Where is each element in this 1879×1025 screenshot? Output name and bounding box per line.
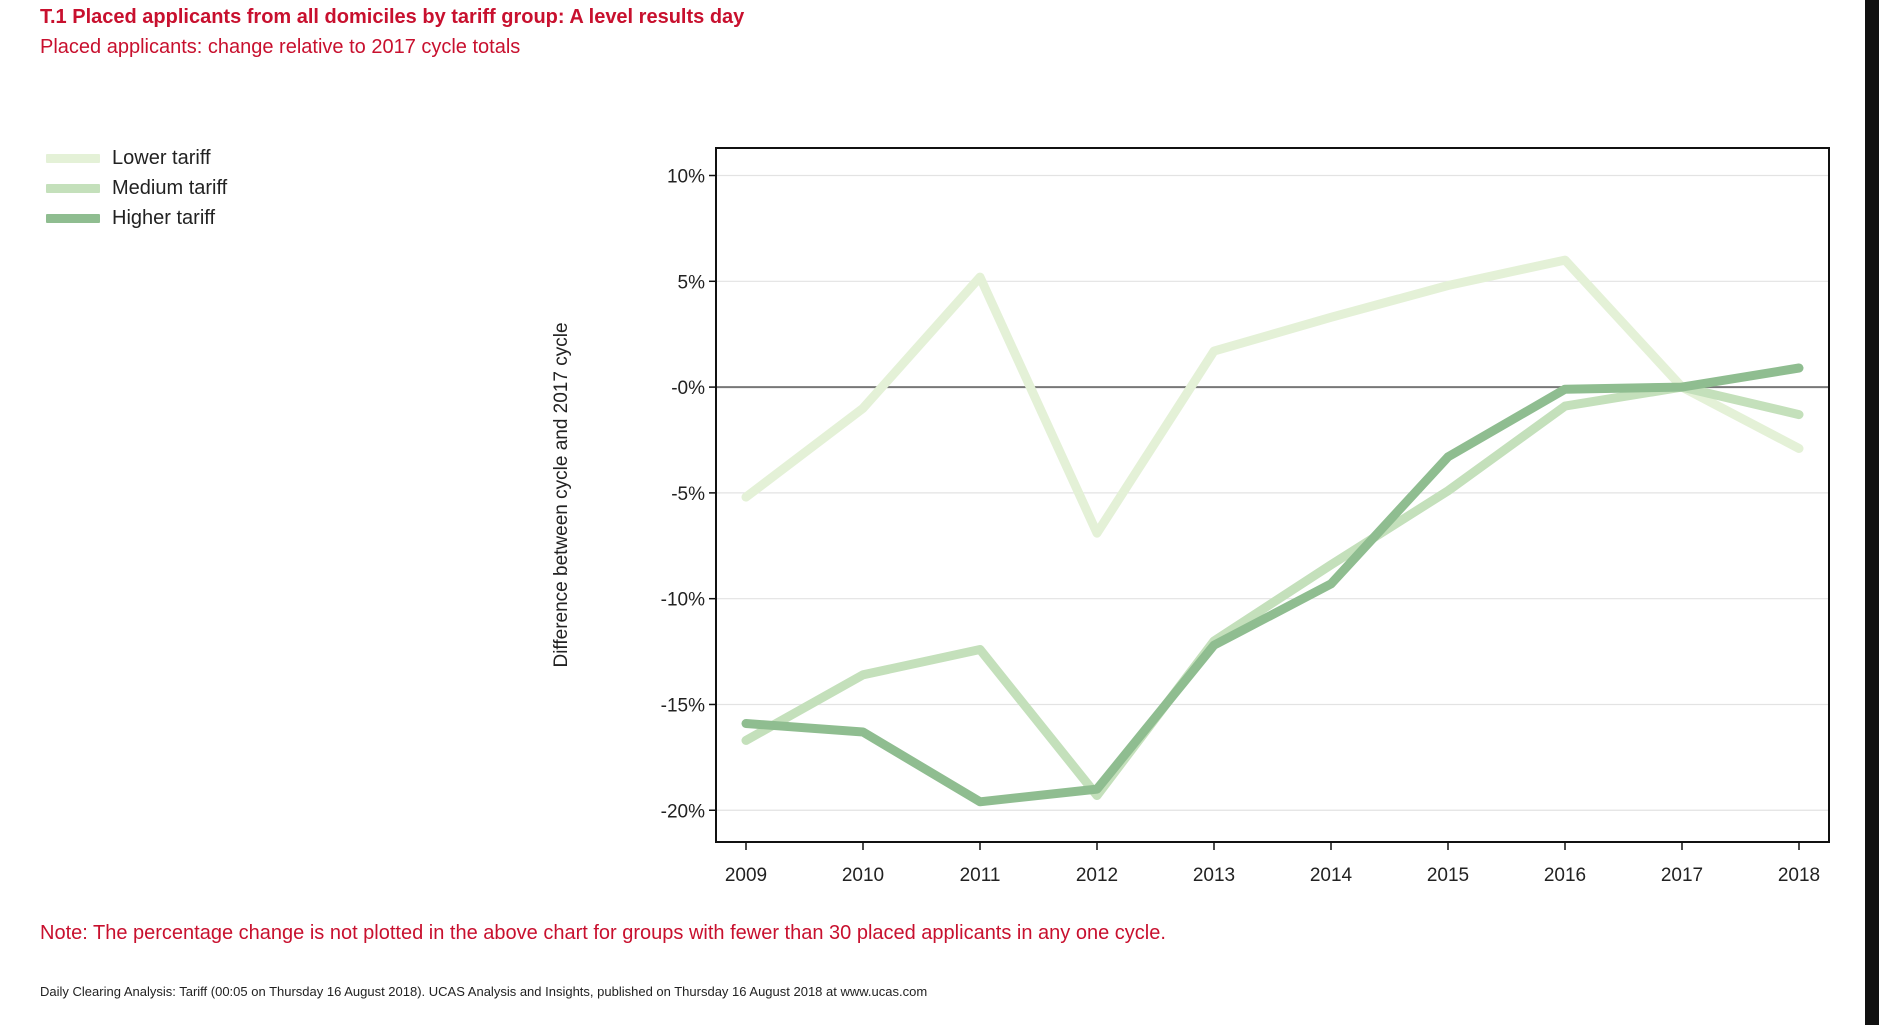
series-line-medium-tariff [741,382,1804,800]
chart-subtitle: Placed applicants: change relative to 20… [40,36,521,58]
legend-label-medium-tariff: Medium tariff [112,176,228,199]
x-tick-label: 2016 [1544,865,1586,886]
y-tick-label: -5% [671,484,705,505]
legend-item-lower-tariff: Lower tariff [46,143,227,173]
legend-item-higher-tariff: Higher tariff [46,203,227,233]
footer-citation: Daily Clearing Analysis: Tariff (00:05 o… [40,984,928,999]
plot-frame [715,147,1830,843]
x-tick-label: 2009 [725,865,767,886]
x-axis-ticks: 2009 2010 2011 2012 2013 2014 2015 2016 2017 2018 [725,842,1820,886]
legend: Lower tariff Medium tariff Higher tariff [46,143,227,233]
y-tick-label: -20% [661,801,705,822]
x-tick-label: 2014 [1310,865,1353,886]
y-tick-label: 10% [667,167,705,188]
chart-title: T.1 Placed applicants from all domiciles… [40,6,745,28]
legend-swatch-higher-tariff [46,213,100,223]
x-tick-label: 2010 [842,865,884,886]
legend-swatch-lower-tariff [46,153,100,163]
window-edge [1865,0,1879,1025]
series-line-lower-tariff [741,255,1804,538]
series-lines [741,255,1804,807]
chart-note: Note: The percentage change is not plott… [40,922,1166,944]
line-chart: 10% 5% -0% -5% -10% -15% -20% 2009 2010 2011 2012… [551,147,1830,886]
x-tick-label: 2011 [960,865,1001,886]
y-tick-label: -10% [661,590,705,611]
legend-item-medium-tariff: Medium tariff [46,173,227,203]
y-tick-label: -0% [671,378,705,399]
y-tick-label: 5% [678,272,706,293]
gridlines [716,174,1829,811]
x-tick-label: 2017 [1661,865,1703,886]
series-line-higher-tariff [741,363,1804,807]
x-tick-label: 2018 [1778,865,1820,886]
y-axis-title: Difference between cycle and 2017 cycle [551,322,572,667]
x-tick-label: 2012 [1076,865,1118,886]
legend-label-lower-tariff: Lower tariff [112,146,211,169]
x-tick-label: 2015 [1427,865,1469,886]
y-tick-label: -15% [661,695,705,716]
y-axis-ticks: 10% 5% -0% -5% -10% -15% -20% [661,167,716,822]
legend-swatch-medium-tariff [46,183,100,193]
legend-label-higher-tariff: Higher tariff [112,206,216,229]
x-tick-label: 2013 [1193,865,1235,886]
